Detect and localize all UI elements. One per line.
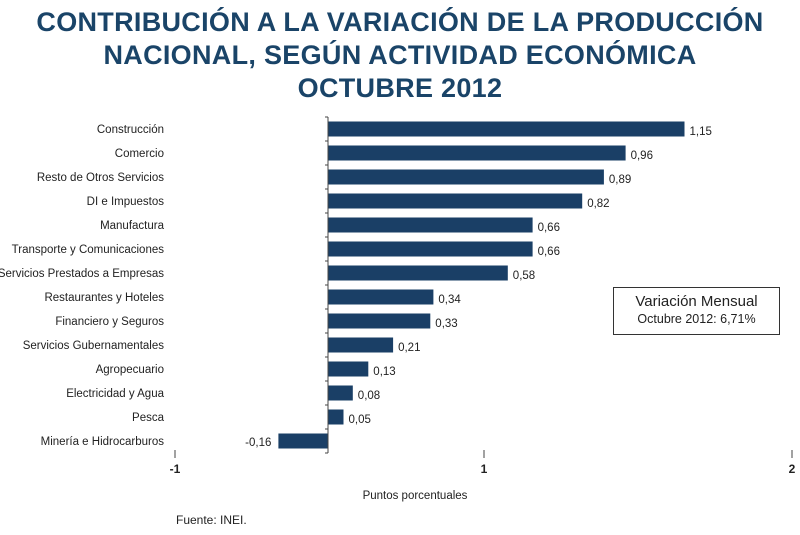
category-label: Minería e Hidrocarburos [41,436,165,448]
x-tick-label: 1 [481,462,488,476]
category-label: Resto de Otros Servicios [37,172,164,184]
data-label: -0,16 [245,437,271,449]
bar [328,217,533,233]
bar [278,433,328,449]
bar [328,169,604,185]
data-label: 0,66 [538,246,560,258]
category-label: Construcción [97,124,164,136]
chart-title-line-2: NACIONAL, SEGÚN ACTIVIDAD ECONÓMICA [103,40,697,70]
category-label: Financiero y Seguros [55,316,164,328]
x-axis-label: Puntos porcentuales [363,490,468,502]
monthly-variation-title: Variación Mensual [635,293,758,310]
bar [328,385,353,401]
data-label: 0,33 [435,318,457,330]
bar [328,313,431,329]
axes-group: -1 1 2 Puntos porcentuales [170,116,796,502]
category-label: Servicios Gubernamentales [23,340,165,352]
data-label: 1,15 [690,126,712,138]
data-label: 0,82 [587,198,609,210]
category-label: Transporte y Comunicaciones [12,244,165,256]
bar [328,337,394,353]
data-label: 0,96 [631,150,653,162]
chart-title: CONTRIBUCIÓN A LA VARIACIÓN DE LA PRODUC… [0,6,800,105]
category-label: Manufactura [100,220,165,232]
category-label: Servicios Prestados a Empresas [0,268,164,280]
bar [328,361,369,377]
monthly-variation-box: Variación Mensual Octubre 2012: 6,71% [613,287,780,335]
bar [328,121,685,137]
bar [328,145,626,161]
category-label: Agropecuario [96,364,164,376]
bar [328,289,434,305]
bars-group: Construcción 1,15 Comercio 0,96 Resto de Otr… [0,121,712,449]
category-label: Electricidad y Agua [66,388,164,400]
monthly-variation-value: Octubre 2012: 6,71% [637,312,756,326]
category-label: Pesca [132,412,165,424]
data-label: 0,08 [358,390,380,402]
data-label: 0,13 [373,366,395,378]
data-label: 0,34 [438,294,461,306]
x-tick-label: -1 [170,462,181,476]
chart-title-line-1: CONTRIBUCIÓN A LA VARIACIÓN DE LA PRODUC… [36,7,764,37]
category-label: DI e Impuestos [87,196,165,208]
category-label: Comercio [115,148,164,160]
data-label: 0,66 [538,222,560,234]
bar [328,241,533,257]
source-note: Fuente: INEI. [176,513,247,527]
data-label: 0,89 [609,174,631,186]
bar [328,409,344,425]
category-label: Restaurantes y Hoteles [44,292,164,304]
x-tick-label: 2 [789,462,796,476]
data-label: 0,21 [398,342,420,354]
chart-title-line-3: OCTUBRE 2012 [297,73,503,103]
bar [328,265,508,281]
data-label: 0,58 [513,270,535,282]
data-label: 0,05 [349,414,371,426]
bar [328,193,583,209]
